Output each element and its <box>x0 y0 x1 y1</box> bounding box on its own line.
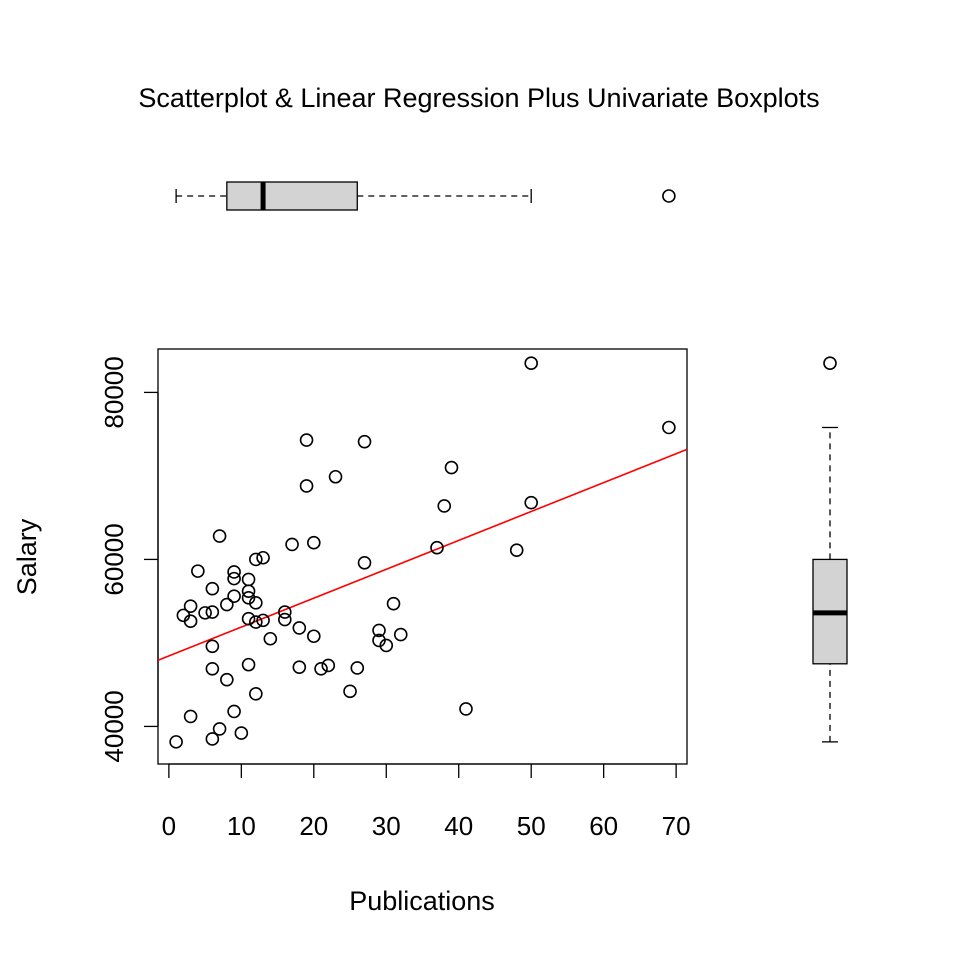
scatter-point <box>357 434 372 449</box>
scatter-point <box>241 611 256 626</box>
scatter-point <box>379 638 394 653</box>
scatter-point <box>343 684 357 699</box>
x-boxplot <box>175 181 676 211</box>
scatter-point <box>437 499 452 513</box>
scatter-point <box>278 605 292 619</box>
scatter-point <box>459 702 473 716</box>
scatter-point <box>220 597 234 612</box>
x-box-outlier <box>662 189 676 203</box>
scatter-point <box>198 606 212 620</box>
scatter-point <box>227 589 241 603</box>
scatter-point <box>393 627 408 642</box>
scatter-point <box>386 596 401 611</box>
scatter-point <box>444 460 459 475</box>
scatter-point <box>249 615 263 629</box>
scatter-point <box>169 735 183 749</box>
scatter-point <box>307 629 321 644</box>
scatter-point <box>285 537 299 552</box>
scatter-point <box>321 658 336 673</box>
scatter-point <box>278 612 292 627</box>
scatter-point <box>299 479 314 493</box>
scatter-point <box>205 662 220 676</box>
regression-line <box>157 448 688 662</box>
y-tick-label: 80000 <box>99 356 129 428</box>
x-box-iqr <box>226 181 358 211</box>
y-box-outlier <box>823 356 837 370</box>
scatter-point <box>205 605 220 619</box>
scatter-point <box>205 639 220 654</box>
scatter-point <box>227 571 241 586</box>
scatter-point <box>372 633 386 648</box>
scatter-point <box>241 572 256 587</box>
scatter-point <box>249 687 263 701</box>
scatter-points <box>169 356 676 749</box>
scatter-point <box>307 535 321 550</box>
scatter-point <box>212 529 227 543</box>
scatter-point <box>372 623 386 638</box>
x-tick-label: 30 <box>372 811 401 841</box>
scatter-point <box>524 356 538 370</box>
scatter-point <box>350 661 365 675</box>
scatter-point <box>299 433 314 447</box>
scatter-point <box>524 495 538 510</box>
scatter-point <box>509 543 524 558</box>
scatter-point <box>292 660 307 674</box>
x-tick-label: 20 <box>299 811 328 841</box>
x-tick-label: 40 <box>444 811 473 841</box>
scatter-point <box>662 420 676 435</box>
y-tick-label: 40000 <box>99 690 129 762</box>
scatter-point <box>241 657 256 672</box>
regression-line-group <box>157 448 688 662</box>
scatter-point <box>263 631 278 646</box>
scatter-point <box>220 672 234 687</box>
y-axis-label: Salary <box>12 518 42 595</box>
scatter-point <box>227 565 241 579</box>
scatter-point <box>430 540 444 555</box>
scatter-point <box>241 591 256 605</box>
y-boxplot <box>812 356 848 743</box>
scatter-point <box>357 555 372 570</box>
y-tick-label: 60000 <box>99 523 129 595</box>
plot-area-frame <box>157 348 688 765</box>
scatter-point <box>249 552 263 567</box>
y-axis: 40000 60000 80000 <box>99 356 159 763</box>
scatter-point <box>183 614 198 629</box>
x-tick-label: 50 <box>517 811 546 841</box>
scatter-point <box>292 621 307 635</box>
scatter-point <box>183 709 198 724</box>
scatter-point <box>205 581 220 596</box>
scatter-point <box>241 584 256 598</box>
x-tick-label: 10 <box>227 811 256 841</box>
x-axis: 0 10 20 30 40 50 60 70 <box>162 763 691 841</box>
chart-title: Scatterplot & Linear Regression Plus Uni… <box>138 83 819 113</box>
scatter-point <box>256 550 270 565</box>
scatter-point <box>256 613 270 628</box>
scatter-point <box>314 662 328 676</box>
scatter-point <box>212 722 227 736</box>
x-axis-label: Publications <box>349 886 495 916</box>
scatter-point <box>227 704 241 719</box>
x-tick-label: 60 <box>589 811 618 841</box>
scatter-point <box>205 732 220 746</box>
x-tick-label: 0 <box>162 811 176 841</box>
scatter-point <box>234 726 249 740</box>
scatter-point <box>328 469 343 484</box>
x-tick-label: 70 <box>662 811 691 841</box>
scatter-point <box>249 596 263 610</box>
scatter-point <box>183 599 198 613</box>
scatter-point <box>191 564 205 578</box>
